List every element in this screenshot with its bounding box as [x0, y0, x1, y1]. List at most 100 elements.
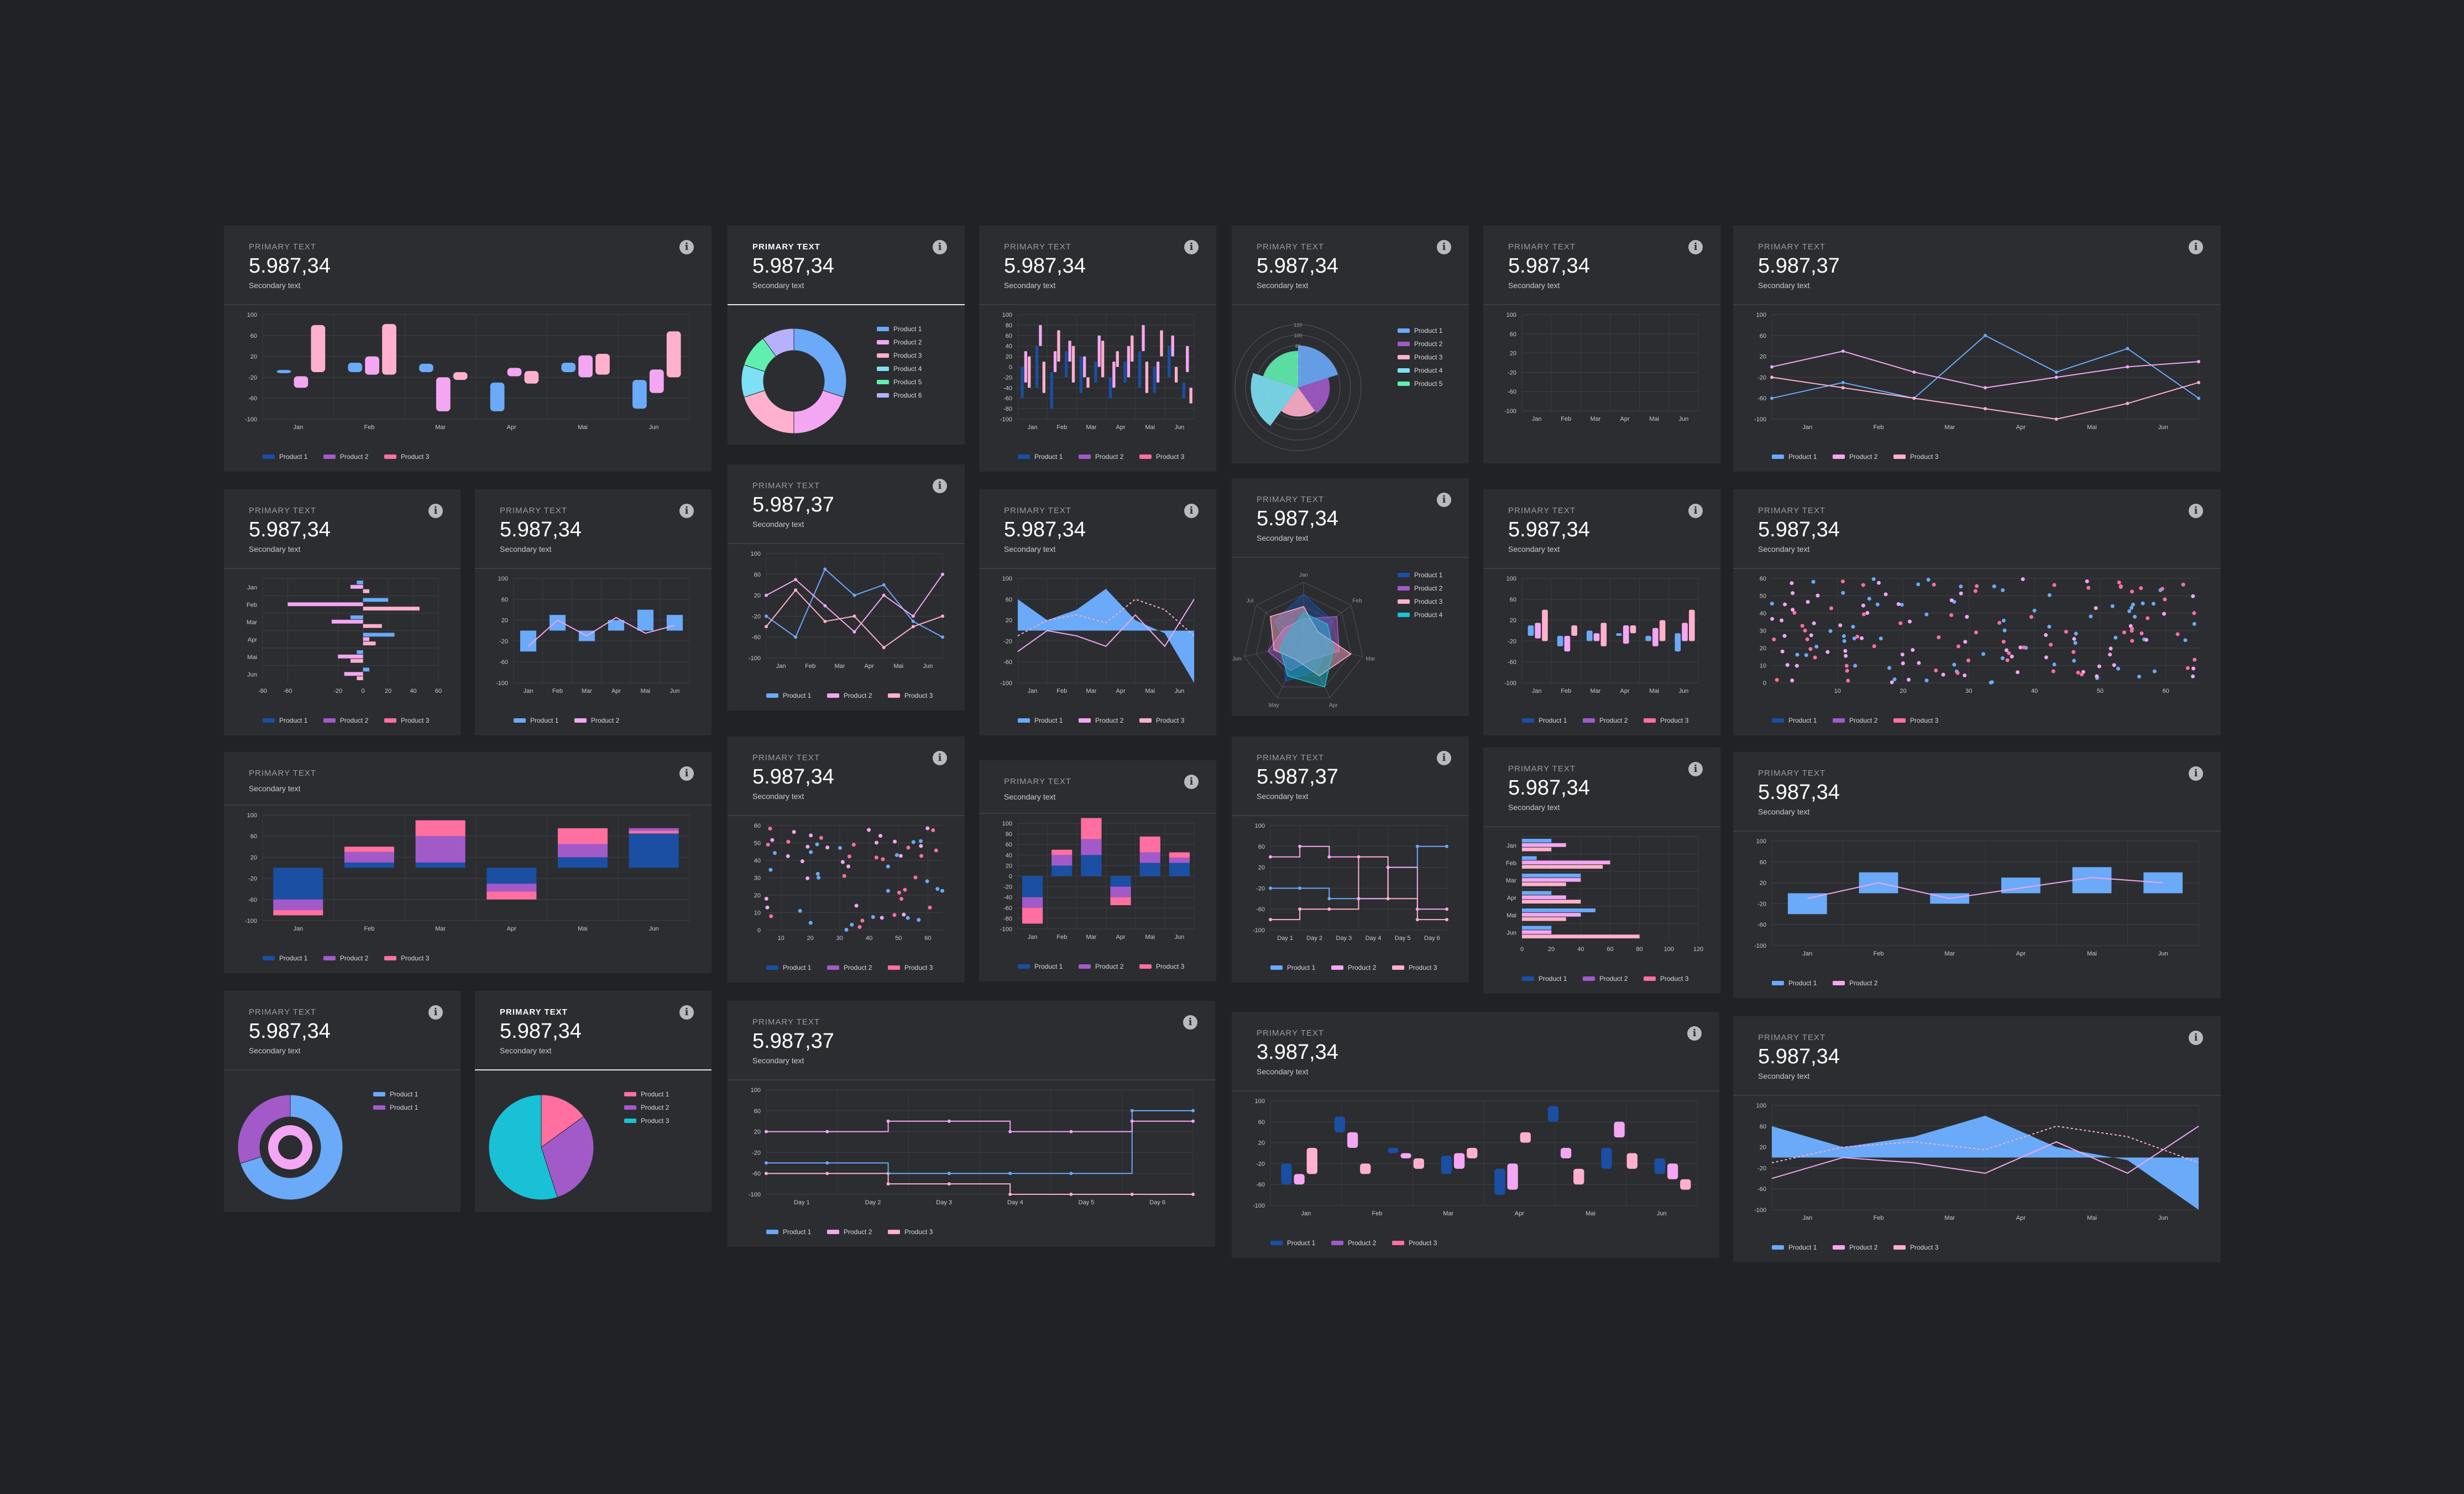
series-point[interactable] [947, 1182, 951, 1186]
floating-bar[interactable] [1453, 1153, 1465, 1169]
stacked-bar-segment[interactable] [1022, 876, 1043, 897]
floating-bar[interactable] [1400, 1153, 1411, 1158]
floating-bar[interactable] [1068, 341, 1071, 362]
series-point[interactable] [1445, 907, 1448, 911]
floating-bar[interactable] [1413, 1158, 1424, 1169]
series-point[interactable] [1386, 897, 1390, 901]
scatter-point[interactable] [765, 905, 770, 910]
scatter-point[interactable] [2160, 587, 2164, 591]
series-point[interactable] [941, 614, 944, 618]
scatter-point[interactable] [2018, 645, 2023, 650]
scatter-point[interactable] [886, 864, 890, 869]
scatter-point[interactable] [1812, 621, 1816, 625]
scatter-point[interactable] [875, 840, 879, 845]
series-point[interactable] [1984, 386, 1987, 390]
scatter-point[interactable] [1959, 584, 1963, 589]
scatter-point[interactable] [1770, 602, 1774, 606]
scatter-point[interactable] [2137, 675, 2141, 679]
series-point[interactable] [825, 1172, 829, 1176]
stacked-bar-segment[interactable] [1081, 855, 1102, 876]
series-line[interactable] [1771, 1125, 2199, 1179]
scatter-point[interactable] [925, 826, 930, 830]
scatter-point[interactable] [2116, 666, 2120, 671]
series-point[interactable] [852, 630, 856, 634]
floating-bar[interactable] [1131, 335, 1134, 362]
stacked-bar-segment[interactable] [629, 830, 679, 834]
series-point[interactable] [852, 614, 856, 618]
series-point[interactable] [1269, 918, 1272, 922]
scatter-point[interactable] [1811, 579, 1816, 584]
scatter-point[interactable] [2108, 652, 2112, 657]
scatter-point[interactable] [2010, 654, 2014, 659]
scatter-point[interactable] [2047, 593, 2052, 597]
scatter-point[interactable] [2181, 582, 2185, 587]
slice[interactable] [541, 1094, 584, 1148]
slice[interactable] [237, 1094, 291, 1164]
bar[interactable] [2072, 867, 2112, 894]
scatter-point[interactable] [1900, 603, 1904, 607]
stacked-bar-segment[interactable] [486, 884, 537, 892]
scatter-point[interactable] [1952, 662, 1956, 667]
scatter-point[interactable] [1828, 629, 1833, 633]
scatter-point[interactable] [2122, 630, 2126, 635]
scatter-point[interactable] [1800, 624, 1804, 628]
scatter-point[interactable] [1989, 681, 1993, 685]
scatter-point[interactable] [2191, 666, 2196, 671]
scatter-point[interactable] [1851, 625, 1855, 629]
floating-bar[interactable] [1024, 351, 1028, 383]
info-icon[interactable]: i [679, 504, 694, 518]
series-point[interactable] [911, 619, 915, 623]
scatter-point[interactable] [1844, 654, 1848, 658]
floating-bar[interactable] [1680, 1179, 1691, 1190]
scatter-point[interactable] [825, 845, 830, 850]
floating-bar[interactable] [1086, 377, 1090, 388]
floating-bar[interactable] [1112, 362, 1116, 388]
floating-bar[interactable] [1171, 335, 1174, 357]
stacked-bar-segment[interactable] [273, 910, 323, 916]
stacked-bar-segment[interactable] [415, 862, 465, 868]
stacked-bar-segment[interactable] [273, 868, 323, 900]
slice[interactable] [762, 328, 794, 357]
scatter-point[interactable] [808, 921, 813, 925]
scatter-point[interactable] [1911, 647, 1915, 652]
bar[interactable] [363, 624, 382, 628]
floating-bar[interactable] [1659, 620, 1666, 641]
scatter-point[interactable] [2004, 648, 2008, 652]
scatter-point[interactable] [2072, 659, 2076, 663]
scatter-point[interactable] [805, 876, 810, 880]
floating-bar[interactable] [1174, 367, 1178, 383]
series-point[interactable] [1130, 1119, 1134, 1123]
scatter-point[interactable] [1966, 659, 1970, 663]
floating-bar[interactable] [1623, 625, 1629, 644]
bar[interactable] [1787, 893, 1827, 915]
scatter-point[interactable] [2029, 615, 2033, 619]
scatter-point[interactable] [2073, 641, 2078, 645]
scatter-point[interactable] [911, 840, 916, 844]
scatter-point[interactable] [1855, 634, 1860, 639]
scatter-point[interactable] [2074, 631, 2078, 636]
floating-bar[interactable] [1123, 362, 1127, 383]
floating-bar[interactable] [1050, 372, 1053, 409]
series-point[interactable] [1445, 918, 1448, 922]
scatter-point[interactable] [874, 855, 878, 860]
scatter-point[interactable] [1861, 583, 1865, 587]
bar[interactable] [1522, 860, 1610, 865]
scatter-point[interactable] [1842, 639, 1846, 643]
stacked-bar-segment[interactable] [415, 836, 465, 863]
series-line[interactable] [1017, 599, 1195, 652]
scatter-point[interactable] [899, 897, 904, 901]
floating-bar[interactable] [348, 362, 363, 372]
bar[interactable] [363, 667, 370, 672]
floating-bar[interactable] [1294, 1174, 1305, 1185]
series-point[interactable] [2126, 365, 2130, 369]
scatter-point[interactable] [817, 875, 821, 880]
scatter-point[interactable] [913, 875, 918, 880]
scatter-point[interactable] [1806, 600, 1810, 604]
bar[interactable] [1522, 934, 1640, 939]
floating-bar[interactable] [1547, 1106, 1559, 1122]
scatter-point[interactable] [798, 908, 802, 913]
series-point[interactable] [947, 1119, 951, 1123]
series-point[interactable] [794, 588, 798, 592]
scatter-point[interactable] [1906, 677, 1911, 682]
series-point[interactable] [2054, 417, 2058, 421]
